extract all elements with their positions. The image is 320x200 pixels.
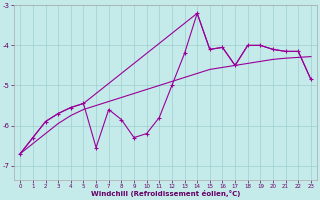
X-axis label: Windchill (Refroidissement éolien,°C): Windchill (Refroidissement éolien,°C) bbox=[91, 190, 240, 197]
